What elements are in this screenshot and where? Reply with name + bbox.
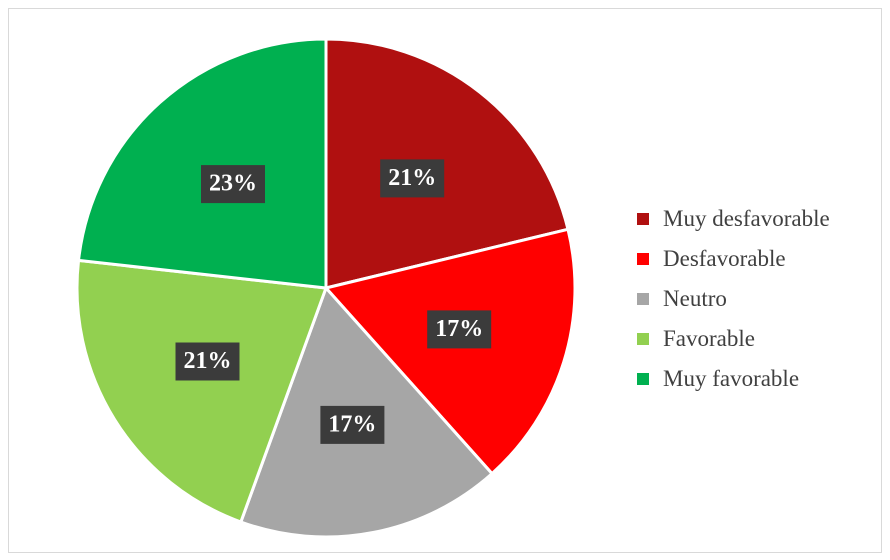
legend-item-neutro: Neutro	[637, 279, 830, 319]
legend-swatch	[637, 373, 649, 385]
pie-slice-desfavorable	[324, 227, 577, 476]
data-label-text: 17%	[435, 316, 483, 342]
legend-item-muy-favorable: Muy favorable	[637, 359, 830, 399]
pie-slices	[75, 37, 577, 539]
legend-swatch	[637, 333, 649, 345]
data-label-muy-desfavorable: 21%	[380, 159, 445, 198]
data-label-box	[175, 342, 240, 381]
chart-frame: 21% 17% 17% 21% 23% Muy desfavorable Desfavor…	[8, 8, 882, 553]
data-label-favorable: 21%	[175, 342, 240, 381]
data-label-text: 23%	[209, 171, 257, 197]
legend-label: Muy favorable	[663, 366, 800, 391]
data-label-box	[427, 310, 492, 349]
pie-slice-muy-desfavorable	[324, 37, 570, 290]
pie-data-labels: 21% 17% 17% 21% 23%	[175, 159, 492, 444]
legend-item-muy-desfavorable: Muy desfavorable	[637, 199, 830, 239]
pie-slice-muy-favorable	[77, 37, 328, 290]
data-label-box	[320, 405, 385, 444]
legend-swatch	[637, 293, 649, 305]
legend-label: Muy desfavorable	[663, 206, 830, 231]
pie-chart: 21% 17% 17% 21% 23%	[75, 37, 577, 539]
data-label-box	[380, 159, 445, 198]
legend-label: Favorable	[663, 326, 755, 351]
legend-label: Desfavorable	[663, 246, 786, 271]
chart-legend: Muy desfavorable Desfavorable Neutro Favora…	[637, 199, 830, 399]
data-label-text: 21%	[184, 348, 232, 374]
data-label-muy-favorable: 23%	[201, 165, 265, 204]
legend-swatch	[637, 253, 649, 265]
data-label-desfavorable: 17%	[427, 310, 492, 349]
data-label-text: 17%	[328, 411, 376, 437]
legend-item-desfavorable: Desfavorable	[637, 239, 830, 279]
data-label-text: 21%	[388, 165, 436, 191]
pie-slice-favorable	[75, 258, 328, 524]
legend-item-favorable: Favorable	[637, 319, 830, 359]
data-label-neutro: 17%	[320, 405, 385, 444]
data-label-box	[201, 165, 265, 204]
legend-label: Neutro	[663, 286, 727, 311]
legend-swatch	[637, 213, 649, 225]
